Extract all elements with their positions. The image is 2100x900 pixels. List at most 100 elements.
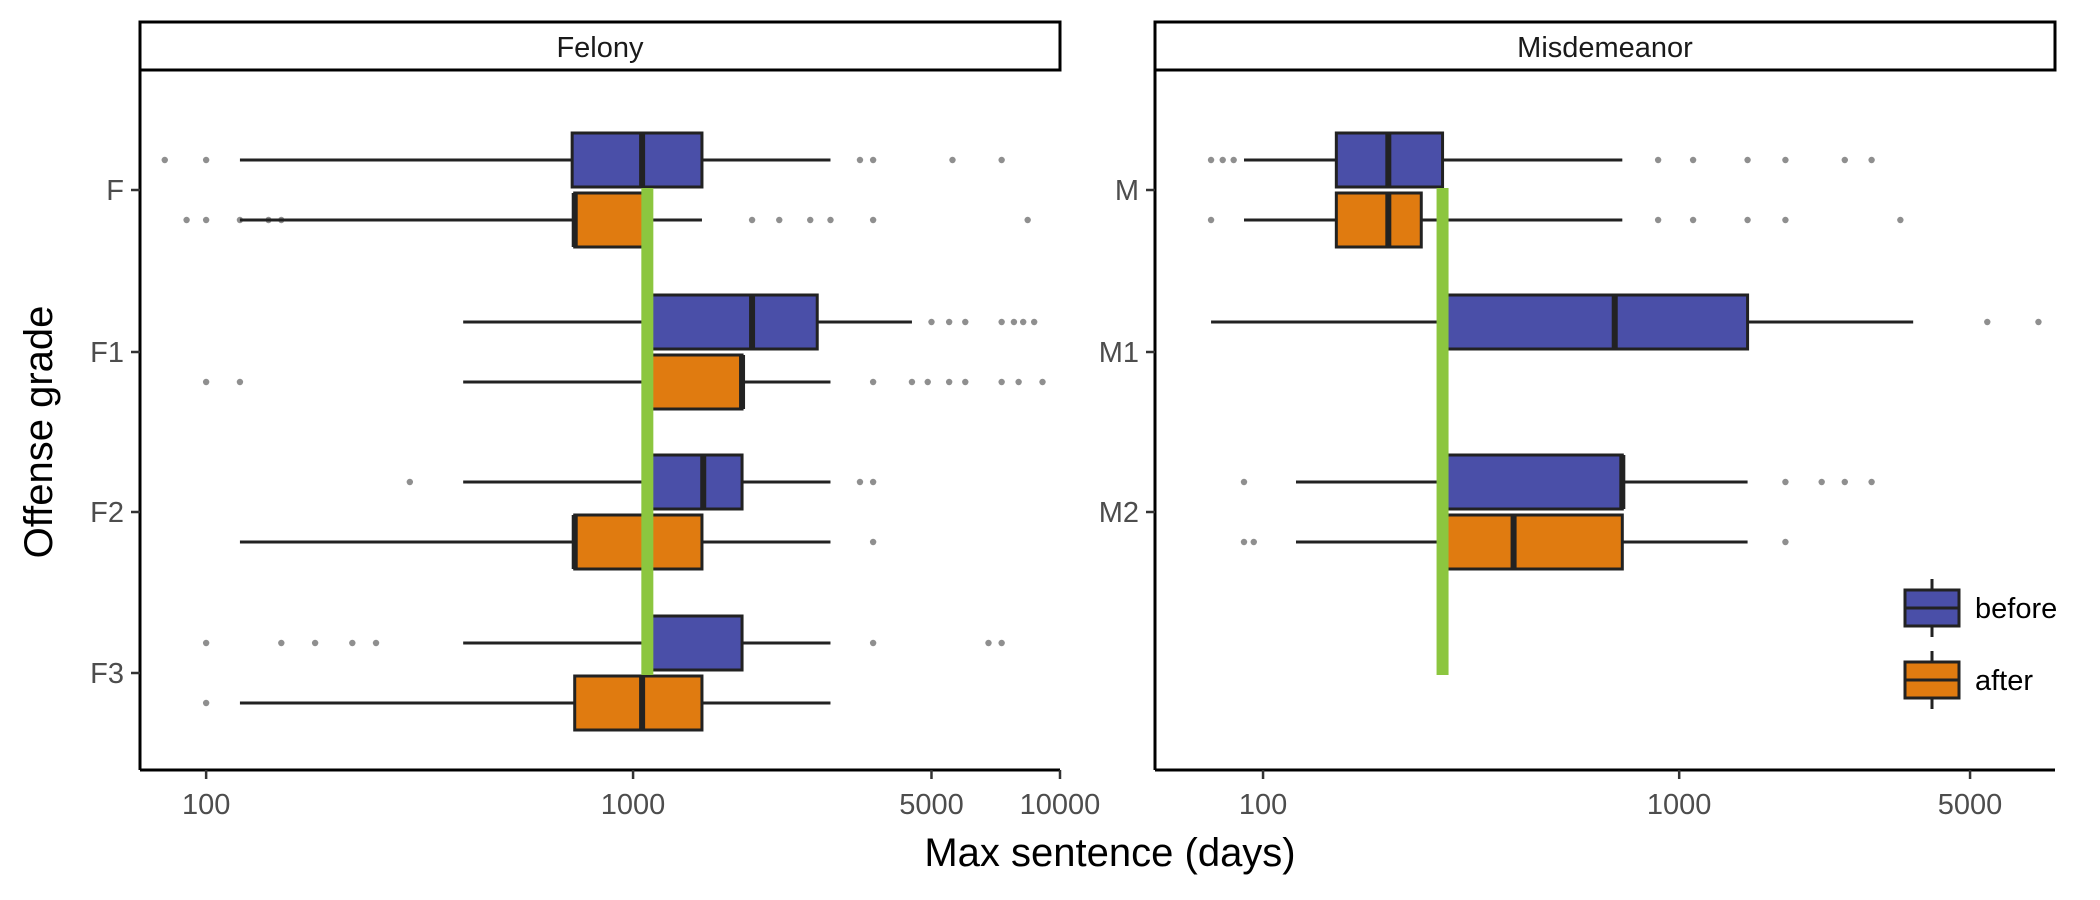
felony-f-after-outlier: [869, 216, 877, 224]
felony-f-before-box: [161, 131, 1005, 189]
felony-f2-before-outlier: [406, 478, 414, 486]
misdemeanor-m-before-outlier: [1841, 156, 1848, 164]
felony-y-tick-label: F3: [90, 658, 124, 690]
misdemeanor-m2-after-box: [1240, 513, 1789, 571]
misdemeanor-m2-before-outlier: [1818, 478, 1825, 486]
felony-f3-before-outlier: [202, 639, 210, 647]
misdemeanor-m2-after-iqr: [1441, 513, 1624, 571]
felony-f-before-outlier: [161, 156, 168, 164]
felony-f-after-outlier: [776, 216, 783, 224]
felony-f2-before-outlier: [869, 478, 877, 486]
misdemeanor-m-before-outlier: [1689, 156, 1697, 164]
misdemeanor-m2-before-outlier: [1782, 478, 1789, 486]
misdemeanor-m2-before-outlier: [1868, 478, 1875, 486]
legend-entry-before: before: [1903, 579, 2057, 637]
felony-f3-before-box: [202, 614, 1005, 672]
felony-f-before-outlier: [202, 156, 210, 164]
misdemeanor-strip-label: Misdemeanor: [1517, 32, 1693, 64]
misdemeanor-y-tick-label: M1: [1099, 337, 1139, 369]
felony-f3-before-outlier: [985, 639, 992, 647]
felony-f-after-box: [183, 191, 1031, 249]
felony-f1-after-outlier: [945, 378, 953, 386]
felony-x-tick-label: 10000: [1020, 789, 1101, 821]
felony-f2-after-iqr: [573, 513, 704, 571]
felony-y-tick-label: F1: [90, 337, 124, 369]
misdemeanor-m-after-outlier: [1744, 216, 1751, 224]
felony-f1-before-outlier: [1010, 318, 1018, 326]
misdemeanor-m2-before-outlier: [1240, 478, 1248, 486]
felony-f3-before-outlier: [278, 639, 285, 647]
misdemeanor-m2-after-outlier: [1240, 538, 1248, 546]
felony-f1-after-outlier: [962, 378, 969, 386]
misdemeanor-m-before-outlier: [1230, 156, 1237, 164]
felony-f1-after-outlier: [202, 378, 210, 386]
felony-f-before-outlier: [869, 156, 877, 164]
misdemeanor-m1-before-iqr: [1441, 293, 1750, 351]
felony-f3-before-outlier: [349, 639, 356, 647]
chart-marks: [161, 131, 2042, 732]
felony-strip-label: Felony: [556, 32, 644, 64]
felony-f2-after-box: [239, 513, 877, 571]
misdemeanor-m2-before-box: [1240, 453, 1875, 511]
misdemeanor-y-tick-label: M: [1115, 175, 1139, 207]
felony-x-tick-label: 1000: [601, 789, 666, 821]
misdemeanor-x-tick-label: 100: [1239, 789, 1287, 821]
misdemeanor-m-after-outlier: [1654, 216, 1662, 224]
felony-f1-after-outlier: [908, 378, 916, 386]
misdemeanor-m-before-outlier: [1782, 156, 1789, 164]
felony-f-after-outlier: [202, 216, 210, 224]
felony-f2-before-iqr: [645, 453, 744, 511]
misdemeanor-m-after-outlier: [1897, 216, 1904, 224]
felony-y-tick-label: F: [106, 175, 124, 207]
misdemeanor-m-after-iqr: [1334, 191, 1423, 249]
felony-f1-before-outlier: [962, 318, 969, 326]
felony-f-after-outlier: [807, 216, 814, 224]
felony-f-after-iqr: [573, 191, 649, 249]
misdemeanor-m2-after-outlier: [1250, 538, 1257, 546]
felony-f3-before-outlier: [311, 639, 319, 647]
felony-f1-before-box: [463, 293, 1038, 351]
felony-f3-before-outlier: [372, 639, 380, 647]
felony-f1-before-iqr: [645, 293, 819, 351]
y-axis-title: Offense grade: [17, 306, 61, 559]
felony-f3-before-iqr: [645, 614, 744, 672]
felony-f-before-iqr: [570, 131, 704, 189]
felony-x-tick-label: 100: [182, 789, 230, 821]
felony-f1-after-outlier: [236, 378, 244, 386]
felony-f-after-outlier: [827, 216, 834, 224]
felony-f1-after-outlier: [869, 378, 877, 386]
felony-f1-before-outlier: [928, 318, 935, 326]
felony-f1-before-outlier: [945, 318, 953, 326]
felony-f2-before-box: [406, 453, 877, 511]
felony-f1-before-outlier: [1020, 318, 1027, 326]
misdemeanor-m2-after-outlier: [1782, 538, 1789, 546]
chart-text: Felony 100 1000 5000 10000 F F1 F2 F3 Misdemeanor…: [90, 32, 2002, 821]
x-axis-title: Max sentence (days): [924, 831, 1295, 875]
felony-f-after-outlier: [748, 216, 756, 224]
felony-f2-after-outlier: [869, 538, 877, 546]
misdemeanor-m-before-outlier: [1219, 156, 1226, 164]
felony-f1-after-outlier: [924, 378, 931, 386]
panel-frames: [131, 20, 2057, 779]
misdemeanor-m-after-box: [1207, 191, 1904, 249]
felony-f3-after-box: [202, 674, 831, 732]
felony-strip: [138, 20, 1062, 72]
legend: before after: [1903, 579, 2057, 709]
felony-f3-before-outlier: [998, 639, 1005, 647]
felony-f1-after-outlier: [1015, 378, 1022, 386]
felony-f3-after-outlier: [202, 699, 210, 707]
misdemeanor-y-tick-label: M2: [1099, 497, 1139, 529]
misdemeanor-m-before-box: [1207, 131, 1875, 189]
misdemeanor-m-before-outlier: [1654, 156, 1662, 164]
misdemeanor-x-tick-label: 5000: [1938, 789, 2003, 821]
legend-label-after: after: [1975, 665, 2033, 697]
felony-f3-after-iqr: [573, 674, 704, 732]
misdemeanor-x-tick-label: 1000: [1647, 789, 1712, 821]
felony-f3-before-outlier: [869, 639, 877, 647]
misdemeanor-m-after-outlier: [1207, 216, 1215, 224]
felony-x-tick-label: 5000: [899, 789, 964, 821]
felony-f1-before-outlier: [1030, 318, 1038, 326]
misdemeanor-m-before-outlier: [1207, 156, 1215, 164]
felony-f-before-outlier: [856, 156, 864, 164]
